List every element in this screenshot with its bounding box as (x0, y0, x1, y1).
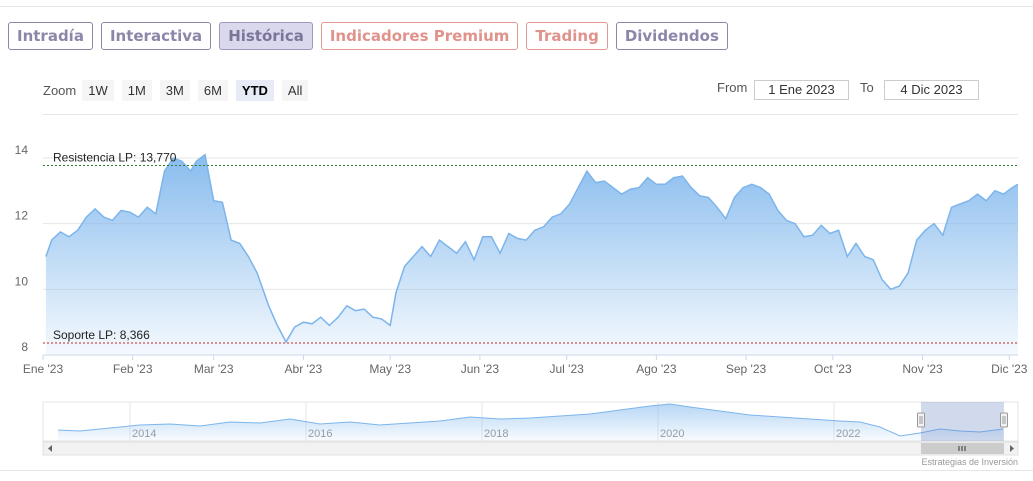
x-tick-label: Jul '23 (550, 362, 585, 376)
x-tick-label: Mar '23 (194, 362, 234, 376)
range-from-label: From (717, 80, 748, 95)
tab-intrad-a[interactable]: Intradía (8, 22, 93, 50)
y-tick-label: 14 (15, 143, 29, 157)
zoom-button-1m[interactable]: 1M (121, 80, 152, 101)
tab-interactiva[interactable]: Interactiva (100, 22, 212, 50)
zoom-label: Zoom (43, 83, 77, 98)
price-series (45, 153, 1019, 355)
support-resistance-lines: Resistencia LP: 13,770 Soporte LP: 8,366 (43, 151, 1018, 344)
zoom-button-1w[interactable]: 1W (82, 80, 114, 101)
support-label: Soporte LP: 8,366 (53, 328, 150, 342)
navigator-left-handle (917, 412, 925, 428)
x-tick-label: Abr '23 (285, 362, 323, 376)
tab-trading[interactable]: Trading (526, 22, 608, 50)
x-tick-label: Dic '23 (991, 362, 1028, 376)
bottom-divider (0, 470, 1033, 471)
x-tick-label: Jun '23 (461, 362, 500, 376)
navigator[interactable]: 20142016201820202022 (42, 401, 1019, 456)
y-axis: 8 10 12 14 (15, 143, 29, 354)
toolbar-divider (43, 114, 1018, 115)
tab-indicadores-premium[interactable]: Indicadores Premium (320, 22, 519, 50)
x-tick-label: Oct '23 (814, 362, 852, 376)
zoom-button-3m[interactable]: 3M (159, 80, 190, 101)
x-tick-label: May '23 (369, 362, 411, 376)
x-axis: Ene '23 Feb '23 Mar '23 Abr '23 May '23 Jun '… (23, 354, 1028, 376)
tab-hist-rica[interactable]: Histórica (219, 22, 313, 50)
navigator-selection (921, 402, 1004, 441)
scrollbar-right-arrow-icon (1010, 445, 1014, 452)
navigator-right-handle (1000, 412, 1008, 428)
scrollbar-left-arrow-icon (48, 445, 52, 452)
range-to-label: To (860, 80, 874, 95)
navigator-area (58, 404, 1003, 441)
zoom-button-6m[interactable]: 6M (197, 80, 228, 101)
price-area (45, 154, 1018, 355)
price-line (45, 153, 1019, 344)
range-from-input[interactable]: 1 Ene 2023 (754, 80, 849, 100)
scrollbar-track (42, 441, 1019, 456)
x-tick-label: Nov '23 (902, 362, 943, 376)
x-tick-label: Ago '23 (636, 362, 677, 376)
y-tick-label: 8 (21, 340, 28, 354)
x-tick-label: Feb '23 (113, 362, 153, 376)
chart-credit: Estrategias de Inversión (921, 457, 1018, 467)
zoom-button-all[interactable]: All (281, 80, 309, 101)
top-divider (0, 6, 1033, 7)
navigator-line (57, 403, 1004, 437)
zoom-button-ytd[interactable]: YTD (235, 80, 274, 101)
y-tick-label: 12 (15, 209, 29, 223)
x-tick-label: Ene '23 (23, 362, 64, 376)
zoom-selector: Zoom 1W 1M 3M 6M YTD All (43, 80, 316, 101)
range-to-input[interactable]: 4 Dic 2023 (884, 80, 979, 100)
resistance-label: Resistencia LP: 13,770 (53, 151, 177, 165)
y-tick-label: 10 (15, 274, 29, 288)
tab-dividendos[interactable]: Dividendos (615, 22, 728, 50)
x-tick-label: Sep '23 (726, 362, 767, 376)
chart-view-tabs: Intradía Interactiva Histórica Indicadores … (8, 22, 728, 50)
